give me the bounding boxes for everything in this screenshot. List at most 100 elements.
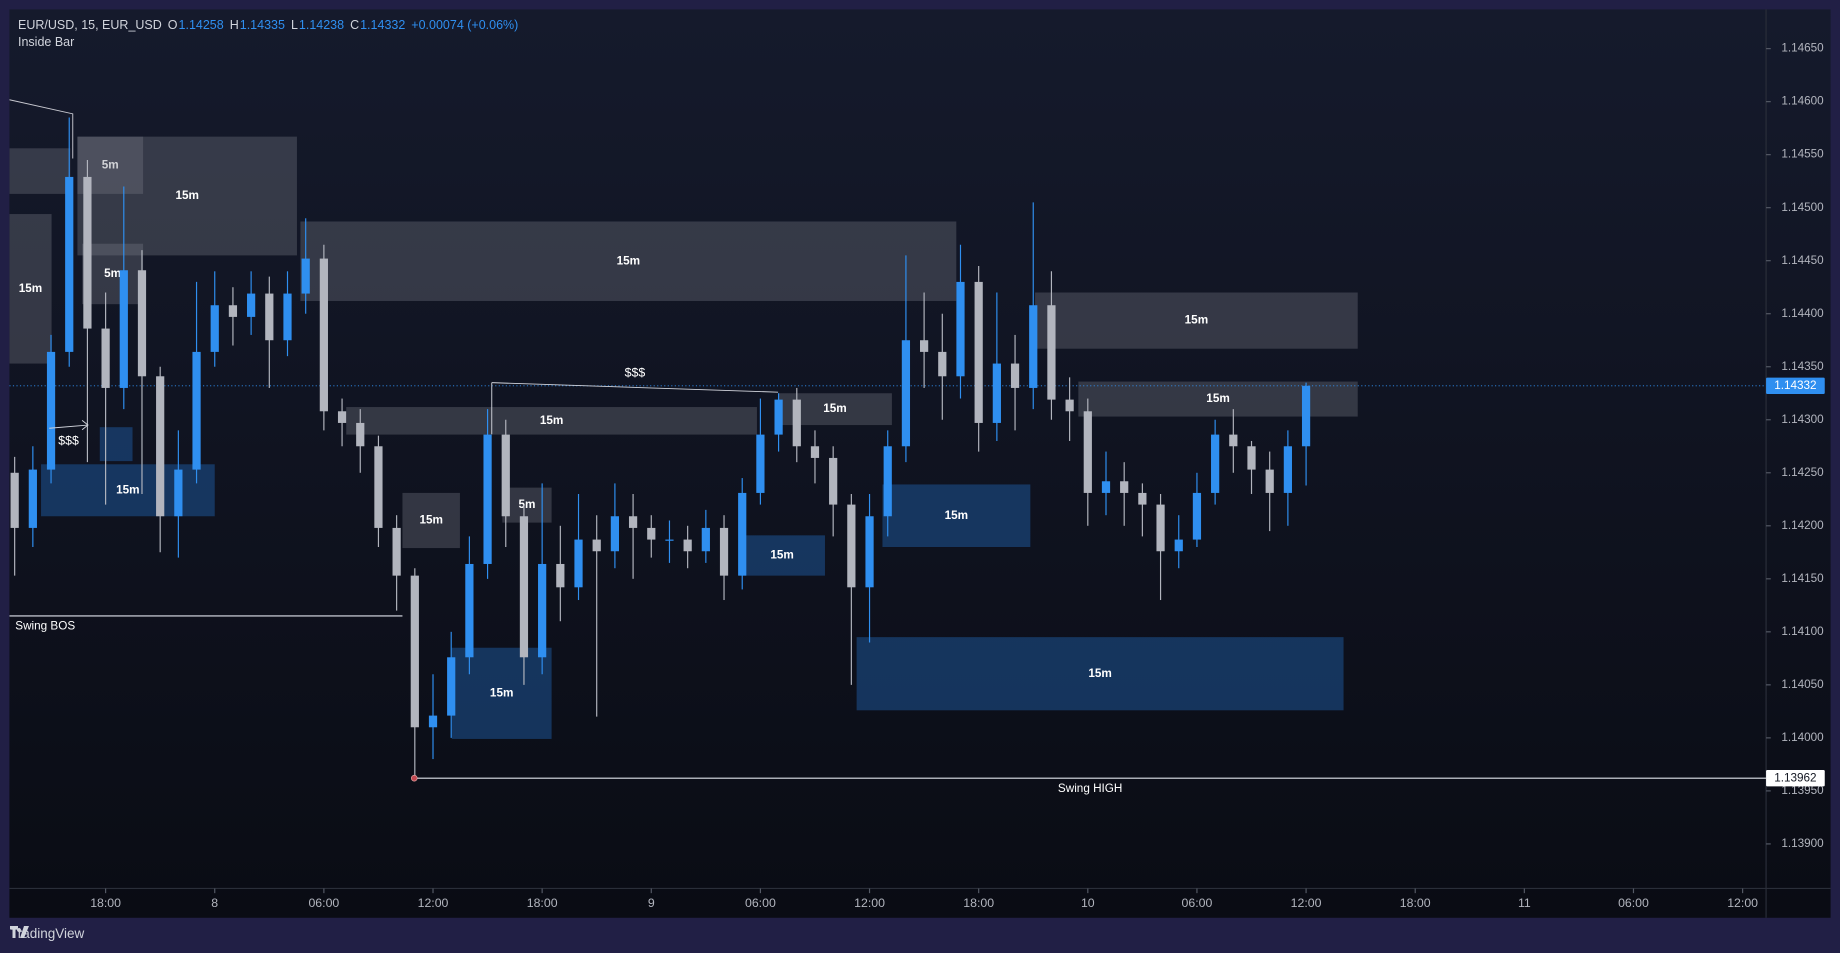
last-price-badge: 1.14332	[1774, 379, 1816, 392]
order-block-label: 15m	[1185, 314, 1208, 327]
candle-body	[65, 176, 74, 352]
indicator[interactable]: Inside Bar	[18, 35, 75, 49]
plot-area: 5m 15m 15m 5m 15m 15m 15m 15m 15m 15m 5m 15m 15m 15m 1…	[9, 99, 1767, 795]
candle-body	[538, 563, 547, 658]
candle-body	[865, 516, 874, 588]
x-tick-label: 11	[1518, 896, 1531, 910]
order-block-label: 15m	[1088, 667, 1111, 680]
order-block	[41, 464, 215, 517]
x-tick-label: 12:00	[418, 896, 449, 910]
candle-body	[974, 281, 983, 423]
candle-body	[247, 293, 256, 317]
order-block	[9, 214, 52, 364]
candle-body	[792, 399, 801, 447]
candle-body	[1101, 481, 1111, 493]
order-block-label: 15m	[419, 514, 442, 527]
structure-label: Swing BOS	[15, 620, 75, 633]
candle-body	[847, 504, 856, 588]
order-block	[402, 492, 460, 549]
candle-body	[337, 411, 347, 423]
ohlc-field: H1.14335	[230, 17, 285, 34]
liquidity-arrow	[81, 419, 89, 431]
order-block	[1078, 381, 1358, 417]
candle-body	[137, 270, 147, 377]
y-tick-label: 1.14300	[1781, 413, 1824, 426]
order-block-label: 5m	[104, 267, 121, 280]
candle-body	[1047, 305, 1056, 400]
legend: EUR/USD, 15, EUR_USD O1.14258 H1.14335 L1.…	[18, 17, 518, 51]
y-tick-label: 1.13900	[1781, 837, 1824, 850]
level-badge-bg	[1766, 769, 1825, 787]
candle-body	[556, 563, 565, 588]
candle-body	[1120, 481, 1129, 493]
candle-body	[883, 446, 892, 517]
x-tick-label: 9	[648, 896, 655, 910]
candle-body	[683, 539, 692, 552]
y-tick-label: 1.14400	[1781, 307, 1824, 320]
ohlc-value: 1.14332	[360, 18, 406, 32]
x-tick-label: 06:00	[745, 896, 776, 910]
candle-body	[701, 527, 710, 552]
candle-body	[1192, 492, 1202, 540]
order-block-label: 15m	[1206, 392, 1229, 405]
candle-body	[665, 539, 674, 541]
x-tick-label: 8	[211, 896, 218, 910]
liquidity-line	[491, 382, 779, 393]
y-tick-label: 1.14250	[1781, 466, 1824, 479]
ohlc-row: EUR/USD, 15, EUR_USD O1.14258 H1.14335 L1.…	[18, 17, 518, 34]
candle-body	[1138, 492, 1147, 505]
candle-body	[465, 563, 474, 658]
candle-body	[192, 351, 201, 470]
candle-body	[28, 469, 37, 528]
order-block	[346, 407, 757, 435]
candle-body	[992, 363, 1001, 423]
order-block-label: 15m	[19, 282, 42, 295]
candle-body	[174, 469, 183, 517]
candle-body	[501, 434, 510, 517]
x-tick-label: 18:00	[963, 896, 994, 910]
candle-body	[156, 376, 165, 517]
x-tick-label: 12:00	[1291, 896, 1322, 910]
liquidity-label: $$$	[625, 366, 646, 380]
order-block	[99, 427, 133, 462]
x-tick-label: 12:00	[854, 896, 885, 910]
y-tick-label: 1.14150	[1781, 572, 1824, 585]
candle-body	[374, 446, 383, 528]
x-tick-label: 12:00	[1727, 896, 1758, 910]
candle-body	[1301, 385, 1311, 447]
x-tick-label: 18:00	[90, 896, 121, 910]
candle-body	[265, 293, 274, 341]
y-tick-label: 1.13950	[1781, 784, 1824, 797]
candle-body	[574, 539, 583, 588]
candle-body	[1174, 539, 1183, 552]
ohlc-field: L1.14238	[291, 17, 344, 34]
candle-body	[1010, 363, 1020, 388]
order-block	[77, 136, 297, 256]
candle-body	[738, 492, 747, 576]
symbol[interactable]: EUR/USD, 15, EUR_USD	[18, 18, 162, 32]
order-block	[882, 484, 1031, 548]
y-tick-label: 1.14650	[1781, 42, 1824, 55]
candle-body	[101, 328, 110, 388]
drawing-line	[9, 99, 74, 159]
y-tick-label: 1.14550	[1781, 148, 1824, 161]
candle-body	[210, 305, 219, 352]
candle-body	[1156, 504, 1165, 552]
order-block-label: 15m	[945, 509, 968, 522]
order-block-label: 15m	[175, 189, 198, 202]
chart-background	[9, 9, 1831, 918]
last-price-badge-bg	[1766, 377, 1825, 395]
x-tick-label: 06:00	[1182, 896, 1213, 910]
candle-body	[1247, 446, 1256, 470]
ohlc-key: L	[290, 18, 298, 32]
level-badge: 1.13962	[1774, 771, 1816, 784]
candle-body	[628, 516, 638, 528]
candle-body	[956, 281, 965, 377]
candle-body	[392, 527, 401, 576]
y-tick-label: 1.14600	[1781, 95, 1824, 108]
x-tick-label: 10	[1081, 896, 1095, 910]
order-block	[300, 221, 957, 301]
order-block-label: 15m	[116, 483, 139, 496]
x-tick-label: 06:00	[1618, 896, 1649, 910]
